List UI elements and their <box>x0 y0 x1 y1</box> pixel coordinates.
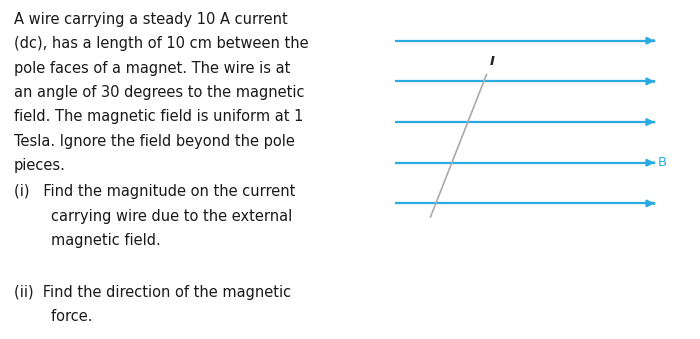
Text: pole faces of a magnet. The wire is at: pole faces of a magnet. The wire is at <box>14 61 290 76</box>
Text: Tesla. Ignore the field beyond the pole: Tesla. Ignore the field beyond the pole <box>14 134 295 149</box>
Text: (dc), has a length of 10 cm between the: (dc), has a length of 10 cm between the <box>14 36 309 51</box>
Text: (ii)  Find the direction of the magnetic: (ii) Find the direction of the magnetic <box>14 285 291 300</box>
Text: field. The magnetic field is uniform at 1: field. The magnetic field is uniform at … <box>14 109 303 124</box>
Text: magnetic field.: magnetic field. <box>14 233 161 248</box>
Text: B: B <box>658 156 667 169</box>
Text: an angle of 30 degrees to the magnetic: an angle of 30 degrees to the magnetic <box>14 85 304 100</box>
Text: force.: force. <box>14 309 92 324</box>
Text: pieces.: pieces. <box>14 158 66 173</box>
Text: carrying wire due to the external: carrying wire due to the external <box>14 209 293 224</box>
Text: I: I <box>490 55 495 68</box>
Text: A wire carrying a steady 10 A current: A wire carrying a steady 10 A current <box>14 12 288 27</box>
Text: (i)   Find the magnitude on the current: (i) Find the magnitude on the current <box>14 184 295 199</box>
